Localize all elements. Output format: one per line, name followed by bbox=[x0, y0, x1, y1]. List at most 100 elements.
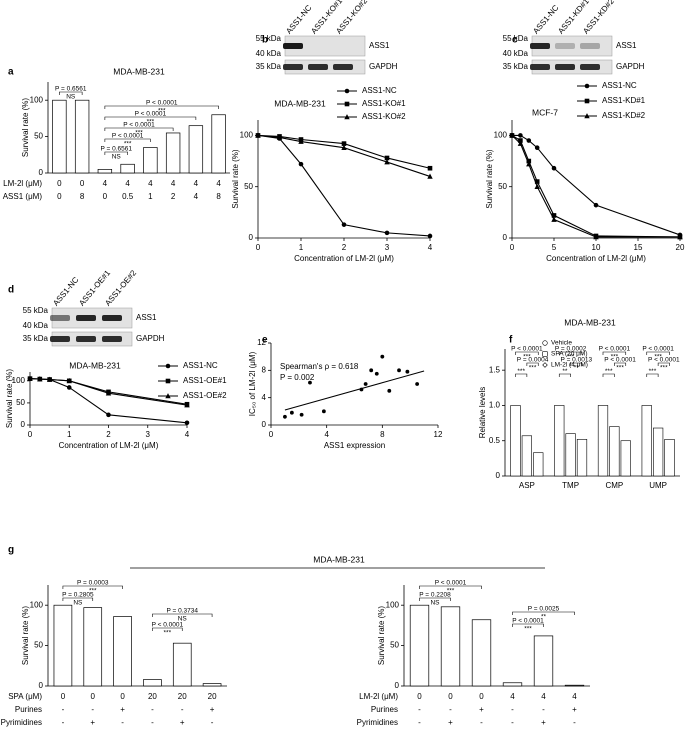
condition-value: 1 bbox=[148, 192, 153, 201]
bracket bbox=[614, 362, 627, 366]
marker-label: 35 kDa bbox=[503, 62, 529, 71]
marker bbox=[551, 216, 557, 222]
bracket bbox=[558, 351, 583, 355]
point bbox=[363, 382, 368, 386]
condition-value: 20 bbox=[148, 692, 157, 701]
series-line bbox=[257, 134, 431, 169]
significance: NS bbox=[66, 94, 76, 101]
bar bbox=[576, 439, 588, 477]
band bbox=[333, 64, 353, 70]
marker bbox=[37, 376, 43, 382]
p-value: P < 0.0001 bbox=[112, 133, 144, 140]
condition-value: 0 bbox=[103, 192, 108, 201]
marker bbox=[427, 165, 433, 171]
x-axis-label: Concentration of LM-2l (μM) bbox=[546, 254, 646, 263]
legend-label: LM-2l (4 μM) bbox=[551, 362, 588, 369]
p-value: P = 0.0025 bbox=[528, 606, 560, 613]
p-value: P < 0.0001 bbox=[146, 100, 178, 107]
marker bbox=[344, 101, 350, 107]
p-value: P = 0.0003 bbox=[77, 580, 109, 587]
bar bbox=[172, 642, 192, 687]
fit-line bbox=[284, 370, 425, 411]
legend-label: ASS1-KD#2 bbox=[602, 111, 646, 120]
condition-value: 0 bbox=[57, 179, 62, 188]
condition-value: + bbox=[448, 718, 453, 727]
significance: *** bbox=[605, 368, 613, 375]
condition-value: 4 bbox=[194, 192, 199, 201]
chart-title: MCF-7 bbox=[532, 107, 558, 117]
y-axis-label: Survival rate (%) bbox=[377, 606, 386, 665]
legend-label: ASS1-KD#1 bbox=[602, 96, 646, 105]
marker bbox=[542, 351, 548, 357]
band-label: GAPDH bbox=[369, 62, 398, 71]
y-tick-label: 50 bbox=[244, 182, 253, 191]
bar bbox=[211, 114, 226, 174]
condition-value: 0 bbox=[80, 179, 85, 188]
y-tick-label: 50 bbox=[498, 182, 507, 191]
bar bbox=[143, 147, 158, 174]
band bbox=[555, 64, 575, 70]
point bbox=[405, 369, 410, 374]
marker bbox=[184, 420, 190, 426]
panel-label: f bbox=[509, 335, 513, 346]
bar bbox=[52, 99, 67, 174]
marker bbox=[66, 385, 72, 390]
x-tick-label: 12 bbox=[434, 430, 443, 439]
marker bbox=[509, 132, 515, 138]
bar bbox=[641, 405, 652, 477]
condition-label: Pyrimidines bbox=[1, 718, 42, 727]
marker bbox=[542, 362, 548, 368]
y-tick-label: 0 bbox=[39, 681, 44, 690]
y-tick-label: 50 bbox=[390, 641, 399, 650]
y-tick-label: 100 bbox=[30, 95, 44, 104]
x-tick-label: 2 bbox=[342, 243, 347, 252]
bracket bbox=[515, 373, 528, 377]
x-tick-label: 4 bbox=[324, 430, 329, 439]
legend-label: ASS1-NC bbox=[183, 361, 218, 370]
bar bbox=[97, 169, 113, 174]
bracket bbox=[104, 116, 197, 120]
x-axis-label: ASS1 expression bbox=[324, 441, 385, 450]
condition-label: LM-2l (μM) bbox=[359, 692, 398, 701]
condition-value: - bbox=[449, 705, 452, 714]
condition-value: 0 bbox=[417, 692, 422, 701]
y-tick-label: 1.5 bbox=[489, 365, 501, 374]
marker-label: 35 kDa bbox=[256, 62, 282, 71]
marker bbox=[341, 141, 347, 146]
panel-label: b bbox=[262, 35, 268, 46]
bar bbox=[188, 125, 204, 174]
band-label: ASS1 bbox=[616, 41, 637, 50]
condition-value: 8 bbox=[216, 192, 221, 201]
p-value: P < 0.0001 bbox=[604, 357, 636, 364]
marker bbox=[593, 234, 599, 240]
y-tick-label: 1.0 bbox=[489, 401, 501, 410]
bracket bbox=[512, 623, 544, 627]
y-tick-label: 0.5 bbox=[489, 436, 501, 445]
point bbox=[415, 382, 420, 386]
condition-label: LM-2l (μM) bbox=[3, 179, 42, 188]
marker bbox=[298, 161, 304, 167]
point bbox=[283, 414, 287, 419]
bar bbox=[74, 99, 90, 174]
y-tick-label: 50 bbox=[34, 641, 43, 650]
band bbox=[102, 336, 122, 342]
x-tick-label: 10 bbox=[592, 243, 601, 252]
bracket bbox=[104, 127, 174, 131]
significance: *** bbox=[447, 588, 455, 595]
significance: *** bbox=[523, 354, 531, 361]
marker bbox=[106, 412, 111, 418]
y-tick-label: 100 bbox=[494, 131, 508, 140]
chart-title: MDA-MB-231 bbox=[564, 317, 616, 327]
point bbox=[387, 388, 392, 393]
bar bbox=[653, 427, 664, 477]
condition-value: 4 bbox=[103, 179, 108, 188]
bar bbox=[554, 405, 565, 477]
condition-value: 0 bbox=[91, 692, 96, 701]
bracket bbox=[558, 373, 571, 377]
condition-label: SPA (μM) bbox=[8, 692, 42, 701]
significance: *** bbox=[529, 365, 537, 372]
legend-label: ASS1-OE#2 bbox=[183, 391, 227, 400]
bracket bbox=[419, 597, 451, 601]
bar bbox=[510, 405, 521, 477]
point bbox=[374, 371, 379, 376]
